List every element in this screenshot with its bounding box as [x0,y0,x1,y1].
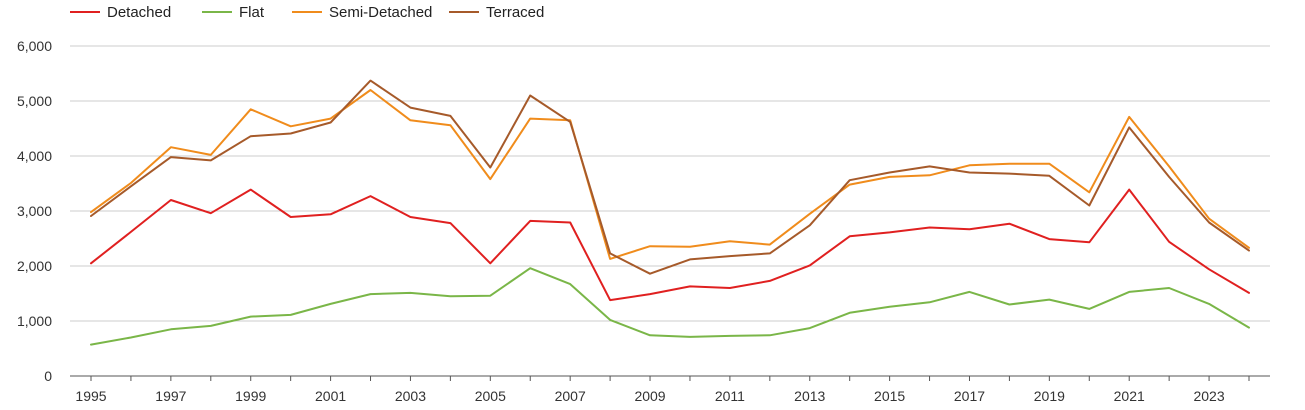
y-tick-label: 3,000 [17,203,52,219]
y-tick-label: 5,000 [17,93,52,109]
x-tick-label: 2001 [315,388,346,404]
y-axis-ticks: 0 1,000 2,000 3,000 4,000 5,000 6,000 [17,38,52,384]
x-tick-label: 2011 [715,388,745,404]
y-tick-label: 6,000 [17,38,52,54]
y-tick-label: 1,000 [17,313,52,329]
x-tick-label: 2019 [1034,388,1065,404]
legend-label: Detached [107,4,171,21]
legend-label: Terraced [486,4,544,21]
x-tick-label: 2013 [794,388,825,404]
grid-lines [70,45,1270,377]
x-tick-label: 1995 [75,388,106,404]
x-tick-label: 2009 [634,388,665,404]
x-tick-label: 2007 [555,388,586,404]
x-axis-ticks: 1995 1997 1999 2001 2003 2005 2007 2009 2011 2013… [75,376,1250,404]
y-tick-label: 4,000 [17,148,52,164]
legend-label: Semi-Detached [329,4,432,21]
series-line-terraced [90,79,1250,275]
x-tick-label: 2005 [475,388,506,404]
x-tick-label: 1997 [155,388,186,404]
y-tick-label: 2,000 [17,258,52,274]
x-tick-label: 2017 [954,388,985,404]
series-line-flat [90,267,1250,346]
x-tick-label: 2021 [1114,388,1145,404]
series-line-semi-detached [90,89,1250,260]
legend-label: Flat [239,4,265,21]
series-line-detached [90,188,1250,302]
x-tick-label: 2023 [1193,388,1224,404]
x-tick-label: 2003 [395,388,426,404]
x-tick-label: 1999 [235,388,266,404]
y-tick-label: 0 [44,368,52,384]
legend: Detached Flat Semi-Detached Terraced [70,4,544,21]
x-tick-label: 2015 [874,388,905,404]
series-lines [90,79,1250,346]
